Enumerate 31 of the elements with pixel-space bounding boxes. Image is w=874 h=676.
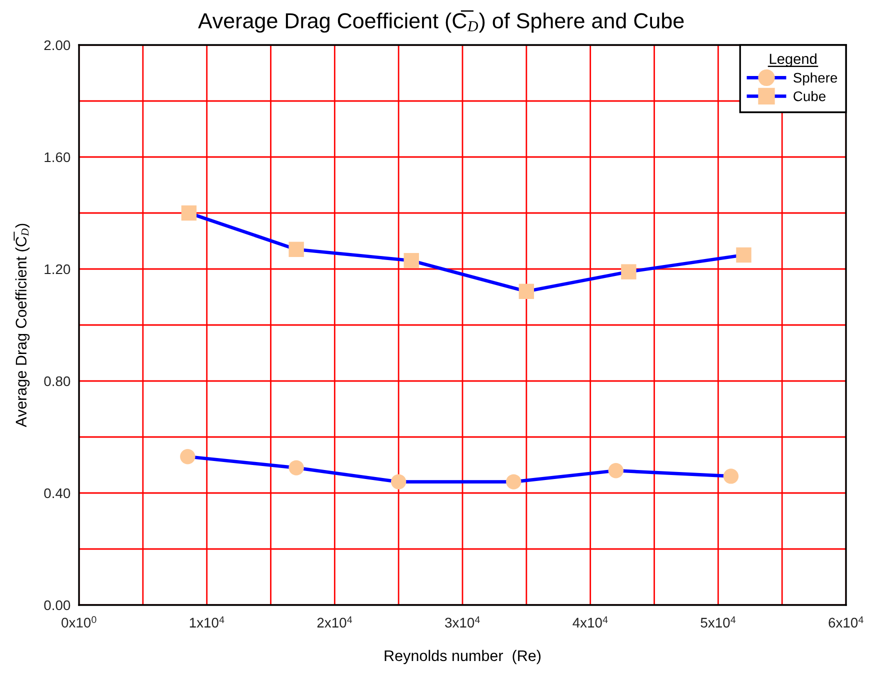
chart-title: Average Drag Coefficient (C̅$_{D}$) of Sphere and Cube	[198, 10, 684, 33]
y-tick-label: 1.60	[44, 152, 70, 162]
point	[736, 247, 752, 263]
x-tick-label: 0x10$^{0}$	[62, 616, 96, 628]
point	[621, 264, 636, 280]
y-tick-label: 2.00	[44, 40, 70, 50]
x-tick-label: 3x10$^{4}$	[445, 616, 480, 628]
point	[288, 460, 304, 476]
x-tick-label: 4x10$^{4}$	[572, 616, 608, 628]
y-tick-label: 0.80	[44, 376, 70, 386]
point	[608, 462, 624, 478]
point	[723, 468, 739, 484]
x-tick-label: 1x10$^{4}$	[190, 616, 224, 628]
legend-label: Sphere	[794, 72, 838, 86]
point	[506, 474, 522, 490]
point	[180, 448, 196, 464]
legend-title: Legend	[770, 53, 816, 67]
y-tick-label: 1.20	[44, 264, 70, 274]
y-tick-label: 0.00	[44, 600, 70, 610]
x-axis-title: Reynolds number (Re)	[384, 650, 541, 664]
legend-label: Cube	[794, 90, 826, 102]
x-tick-label: 6x10$^{4}$	[828, 616, 864, 628]
point	[390, 474, 406, 490]
point	[518, 284, 534, 300]
x-tick-label: 5x10$^{4}$	[700, 616, 736, 628]
x-tick-label: 2x10$^{4}$	[317, 616, 352, 628]
point	[404, 252, 419, 268]
y-tick-label: 0.40	[44, 488, 70, 498]
point	[181, 205, 197, 221]
y-axis-title: Average Drag Coefficient (C̅$_{D}$)	[14, 224, 30, 428]
point	[288, 242, 304, 258]
